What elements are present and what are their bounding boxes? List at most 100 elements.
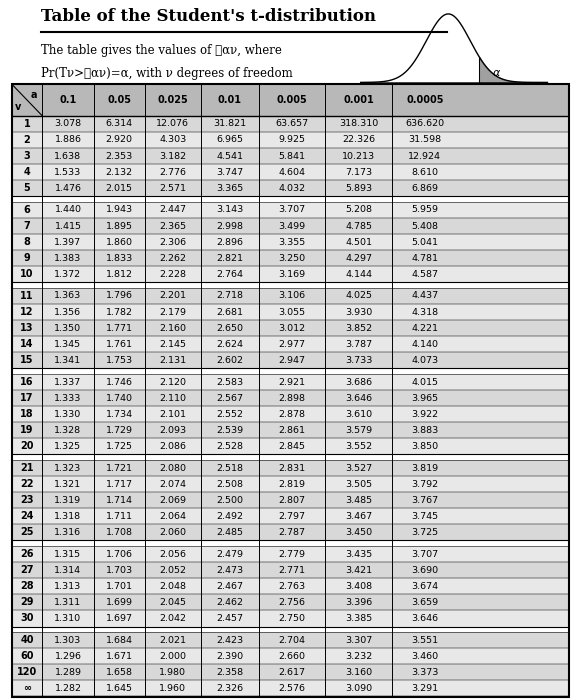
Text: 4.144: 4.144 [345, 270, 372, 279]
Text: 2.064: 2.064 [159, 512, 187, 521]
Bar [12, 578, 569, 594]
Text: a: a [30, 90, 37, 99]
Text: 2.000: 2.000 [159, 652, 187, 661]
Text: 1.383: 1.383 [55, 253, 81, 262]
Text: 3.745: 3.745 [411, 512, 439, 521]
Text: 2.576: 2.576 [279, 684, 306, 693]
Text: 1.363: 1.363 [55, 291, 81, 300]
Text: 3.106: 3.106 [279, 291, 306, 300]
Text: 120: 120 [17, 667, 37, 678]
Text: 4.140: 4.140 [411, 340, 439, 349]
Text: 1.721: 1.721 [106, 463, 133, 473]
Text: 2.080: 2.080 [159, 463, 187, 473]
Text: 10: 10 [20, 270, 34, 279]
Text: 2.617: 2.617 [279, 668, 306, 677]
Bar [12, 218, 569, 234]
Text: 2.831: 2.831 [279, 463, 306, 473]
Text: 1.282: 1.282 [55, 684, 81, 693]
Text: 1.697: 1.697 [106, 614, 133, 623]
Text: 3.499: 3.499 [279, 221, 306, 230]
Text: 3.355: 3.355 [278, 237, 306, 246]
Text: 1.796: 1.796 [106, 291, 133, 300]
Text: 0.01: 0.01 [218, 95, 242, 105]
Text: 5.893: 5.893 [345, 183, 372, 192]
Text: 2.365: 2.365 [159, 221, 187, 230]
Text: 1.895: 1.895 [106, 221, 133, 230]
Text: 1.708: 1.708 [106, 528, 133, 537]
Text: 2.457: 2.457 [217, 614, 243, 623]
Text: 3.659: 3.659 [411, 598, 439, 607]
Bar [12, 180, 569, 196]
Text: 3.307: 3.307 [345, 636, 372, 645]
Text: 1.341: 1.341 [55, 356, 81, 365]
Text: 9.925: 9.925 [279, 136, 306, 144]
Text: 4.221: 4.221 [411, 323, 439, 332]
Text: 2.898: 2.898 [279, 393, 306, 402]
Text: 2.756: 2.756 [279, 598, 306, 607]
Text: 30: 30 [20, 613, 34, 624]
Text: 22.326: 22.326 [342, 136, 375, 144]
Text: 2.179: 2.179 [159, 307, 187, 316]
Text: 5.208: 5.208 [345, 205, 372, 214]
Text: 3.852: 3.852 [345, 323, 372, 332]
Text: 4.541: 4.541 [217, 152, 243, 160]
Text: 3.930: 3.930 [345, 307, 372, 316]
Text: 4.781: 4.781 [411, 253, 439, 262]
Text: 17: 17 [20, 393, 34, 403]
Text: 63.657: 63.657 [275, 120, 309, 128]
Text: 1.345: 1.345 [55, 340, 81, 349]
Text: 1.356: 1.356 [55, 307, 81, 316]
Text: 2.423: 2.423 [216, 636, 243, 645]
Bar [12, 632, 569, 648]
Text: 24: 24 [20, 512, 34, 522]
Text: 2.101: 2.101 [159, 410, 187, 419]
Text: 3.291: 3.291 [411, 684, 439, 693]
Text: 7.173: 7.173 [345, 167, 372, 176]
Text: 1.684: 1.684 [106, 636, 133, 645]
Text: 3.485: 3.485 [345, 496, 372, 505]
Text: 1.316: 1.316 [55, 528, 81, 537]
Bar [12, 524, 569, 540]
Text: 2.056: 2.056 [159, 550, 187, 559]
Text: 2.920: 2.920 [106, 136, 133, 144]
Text: 1.812: 1.812 [106, 270, 133, 279]
Text: 5.041: 5.041 [411, 237, 439, 246]
Text: 6.314: 6.314 [106, 120, 133, 128]
Bar [12, 148, 569, 164]
Text: 2.015: 2.015 [106, 183, 133, 192]
Text: 1.753: 1.753 [106, 356, 133, 365]
Text: 2.571: 2.571 [159, 183, 187, 192]
Text: 1.314: 1.314 [55, 566, 81, 575]
Text: 2.132: 2.132 [106, 167, 133, 176]
Text: 1.315: 1.315 [55, 550, 81, 559]
Text: 1.729: 1.729 [106, 426, 133, 435]
Text: 31.821: 31.821 [213, 120, 246, 128]
Text: 2.660: 2.660 [279, 652, 306, 661]
Text: 2.500: 2.500 [217, 496, 243, 505]
Text: 3.787: 3.787 [345, 340, 372, 349]
Text: 1.886: 1.886 [55, 136, 81, 144]
Text: 3.725: 3.725 [411, 528, 439, 537]
Text: 3.250: 3.250 [279, 253, 306, 262]
Text: 1.289: 1.289 [55, 668, 81, 677]
Bar [12, 594, 569, 610]
Text: 3.610: 3.610 [345, 410, 372, 419]
Text: 2.567: 2.567 [217, 393, 243, 402]
Text: 3.143: 3.143 [216, 205, 243, 214]
Text: 2.052: 2.052 [159, 566, 187, 575]
Text: 2.878: 2.878 [279, 410, 306, 419]
Text: 3.373: 3.373 [411, 668, 439, 677]
Bar [12, 320, 569, 336]
Text: 12: 12 [20, 307, 34, 317]
Text: 3.747: 3.747 [216, 167, 243, 176]
Text: 2.977: 2.977 [279, 340, 306, 349]
Text: 1.734: 1.734 [106, 410, 133, 419]
Text: 3.579: 3.579 [345, 426, 372, 435]
Text: 2.896: 2.896 [217, 237, 243, 246]
Text: 2.819: 2.819 [279, 480, 306, 489]
Text: 2.479: 2.479 [217, 550, 243, 559]
Text: 1.415: 1.415 [55, 221, 81, 230]
Text: 2.467: 2.467 [217, 582, 243, 591]
Text: 636.620: 636.620 [406, 120, 444, 128]
Text: 31.598: 31.598 [408, 136, 442, 144]
